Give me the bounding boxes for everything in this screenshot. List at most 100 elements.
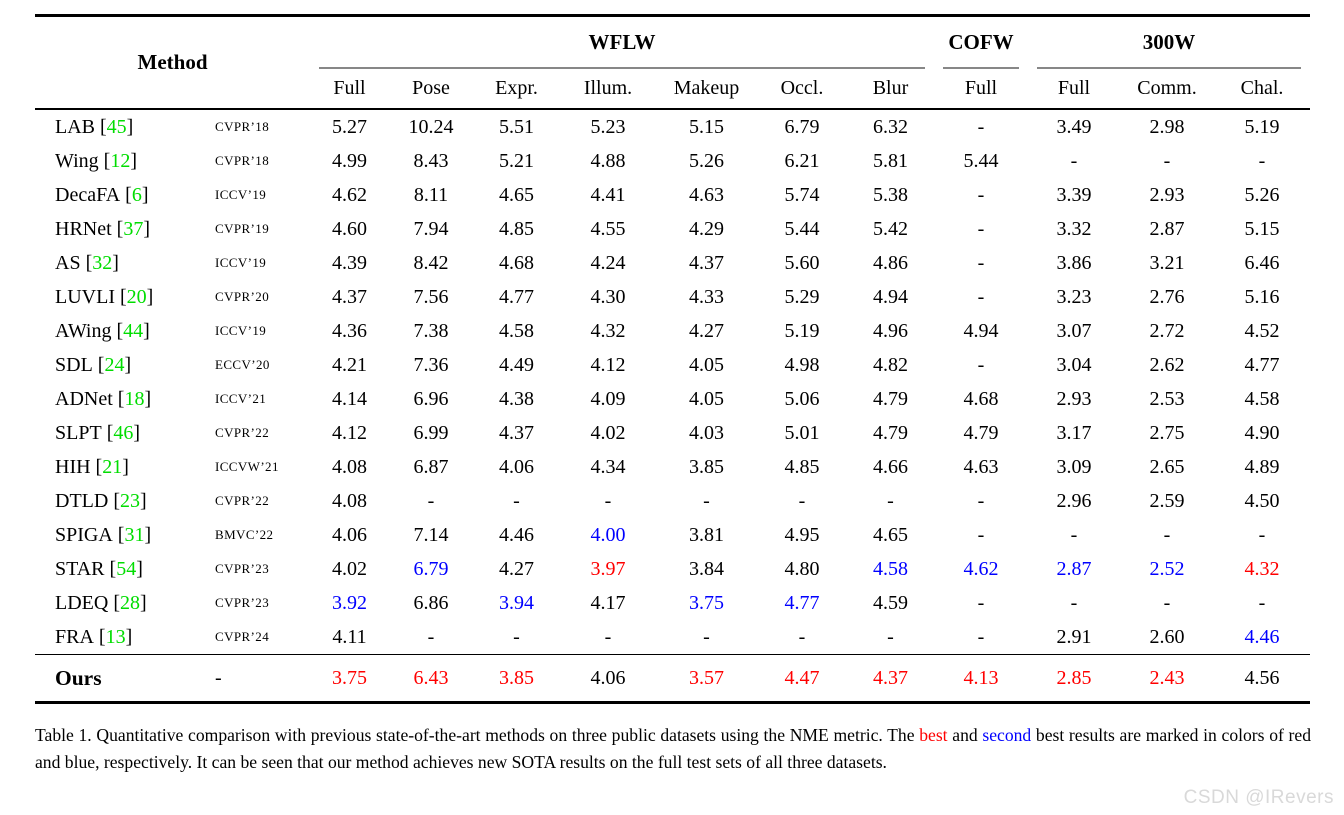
nme-value: 4.38 xyxy=(499,387,534,410)
nme-value: 4.62 xyxy=(963,557,999,580)
venue-cell: CVPR’23 xyxy=(215,595,270,611)
nme-value: 3.92 xyxy=(332,591,367,614)
nme-value: - xyxy=(977,591,985,614)
table-row: SPIGA [31] BMVC’22 4.06 7.14 4.46 4.00 3.81 4.9… xyxy=(35,518,1310,552)
nme-value: 4.37 xyxy=(499,421,534,444)
nme-value: 4.94 xyxy=(873,285,908,308)
citation-number: 18 xyxy=(124,387,145,410)
ours-row: Ours - 3.75 6.43 3.85 4.06 3.57 4.47 4.37 4.13 2.8… xyxy=(35,655,1310,701)
method-cell: HRNet [37] xyxy=(55,217,151,240)
nme-value: - xyxy=(1258,523,1266,546)
nme-value: - xyxy=(977,285,985,308)
table-row: SLPT [46] CVPR’22 4.12 6.99 4.37 4.02 4.03 5.01… xyxy=(35,416,1310,450)
nme-value: 4.66 xyxy=(873,455,908,478)
method-cell: DTLD [23] xyxy=(55,489,147,512)
subcolumn-header: Full xyxy=(1057,76,1091,99)
subcolumn-header: Chal. xyxy=(1240,76,1284,99)
nme-value: 4.47 xyxy=(784,666,820,689)
nme-value: 4.37 xyxy=(873,666,908,689)
method-cell: LAB [45] xyxy=(55,115,134,138)
nme-value: 4.36 xyxy=(332,319,367,342)
group-header-wflw: WFLW xyxy=(310,17,934,69)
table-row: SDL [24] ECCV’20 4.21 7.36 4.49 4.12 4.05 4.98 4… xyxy=(35,348,1310,382)
nme-value: 5.81 xyxy=(873,149,908,172)
nme-value: 4.46 xyxy=(1244,625,1280,648)
nme-value: 5.26 xyxy=(689,149,724,172)
nme-value: 3.17 xyxy=(1056,421,1092,444)
subcolumn-header: Occl. xyxy=(780,76,824,99)
nme-value: 3.97 xyxy=(590,557,626,580)
nme-value: 2.43 xyxy=(1149,666,1185,689)
venue-cell: CVPR’22 xyxy=(215,425,270,441)
method-cell: AWing [44] xyxy=(55,319,150,342)
nme-value: 3.75 xyxy=(689,591,724,614)
nme-value: - xyxy=(513,625,520,648)
nme-value: 3.75 xyxy=(332,666,367,689)
subcolumn-header: Comm. xyxy=(1137,76,1197,99)
nme-value: 5.15 xyxy=(689,115,724,138)
nme-value: 6.96 xyxy=(413,387,449,410)
venue-cell: ICCV’19 xyxy=(215,255,267,271)
nme-value: - xyxy=(427,489,435,512)
nme-value: 4.65 xyxy=(499,183,534,206)
table-caption: Table 1. Quantitative comparison with pr… xyxy=(35,722,1311,777)
nme-value: 4.33 xyxy=(689,285,724,308)
nme-value: 7.38 xyxy=(413,319,449,342)
table-row: AWing [44] ICCV’19 4.36 7.38 4.58 4.32 4.27 5.1… xyxy=(35,314,1310,348)
citation-number: 31 xyxy=(124,523,145,546)
nme-value: 2.93 xyxy=(1056,387,1092,410)
nme-value: 5.15 xyxy=(1244,217,1280,240)
nme-value: - xyxy=(427,625,435,648)
nme-value: 4.52 xyxy=(1244,319,1280,342)
nme-value: 4.21 xyxy=(332,353,367,376)
group-header-300w: 300W xyxy=(1028,17,1310,69)
nme-value: 4.03 xyxy=(689,421,724,444)
venue-cell: CVPR’22 xyxy=(215,493,270,509)
table-row: HIH [21] ICCVW’21 4.08 6.87 4.06 4.34 3.85 4.85… xyxy=(35,450,1310,484)
nme-value: 4.79 xyxy=(873,421,908,444)
nme-value: - xyxy=(703,489,710,512)
nme-value: 3.04 xyxy=(1056,353,1092,376)
nme-value: 4.12 xyxy=(590,353,626,376)
nme-value: 4.89 xyxy=(1244,455,1280,478)
nme-value: 3.81 xyxy=(689,523,724,546)
citation-number: 6 xyxy=(131,183,142,206)
nme-value: 4.02 xyxy=(332,557,367,580)
nme-value: 4.41 xyxy=(590,183,626,206)
nme-value: - xyxy=(1163,149,1171,172)
citation-number: 24 xyxy=(104,353,125,376)
citation-number: 46 xyxy=(113,421,134,444)
bottom-rule xyxy=(35,701,1310,704)
nme-value: 4.82 xyxy=(873,353,908,376)
nme-value: 4.02 xyxy=(590,421,626,444)
table-row: LAB [45] CVPR’18 5.27 10.24 5.51 5.23 5.15 6.79… xyxy=(35,110,1310,144)
citation-number: 45 xyxy=(106,115,127,138)
nme-value: 10.24 xyxy=(408,115,454,138)
nme-value: 4.80 xyxy=(784,557,820,580)
subcolumn-header: Full xyxy=(333,76,366,99)
citation-number: 12 xyxy=(110,149,131,172)
method-cell: Wing [12] xyxy=(55,149,137,172)
nme-value: - xyxy=(1163,591,1171,614)
nme-value: - xyxy=(513,489,520,512)
nme-value: 4.90 xyxy=(1244,421,1280,444)
nme-value: 4.08 xyxy=(332,455,367,478)
nme-value: - xyxy=(703,625,710,648)
nme-value: 4.96 xyxy=(873,319,908,342)
nme-value: 3.85 xyxy=(689,455,724,478)
nme-value: 3.84 xyxy=(689,557,724,580)
nme-value: 4.56 xyxy=(1244,666,1280,689)
nme-value: 8.43 xyxy=(413,149,449,172)
nme-value: - xyxy=(1163,523,1171,546)
method-cell: STAR [54] xyxy=(55,557,143,580)
header-rule xyxy=(35,107,1310,111)
method-column-header: Method xyxy=(137,49,208,74)
nme-value: 4.39 xyxy=(332,251,367,274)
table-row: DecaFA [6] ICCV’19 4.62 8.11 4.65 4.41 4.63 5.7… xyxy=(35,178,1310,212)
nme-value: 4.95 xyxy=(784,523,820,546)
citation-number: 37 xyxy=(123,217,144,240)
nme-value: 4.63 xyxy=(689,183,724,206)
nme-value: - xyxy=(1258,591,1266,614)
venue-cell: CVPR’18 xyxy=(215,119,270,135)
nme-value: 4.27 xyxy=(499,557,534,580)
